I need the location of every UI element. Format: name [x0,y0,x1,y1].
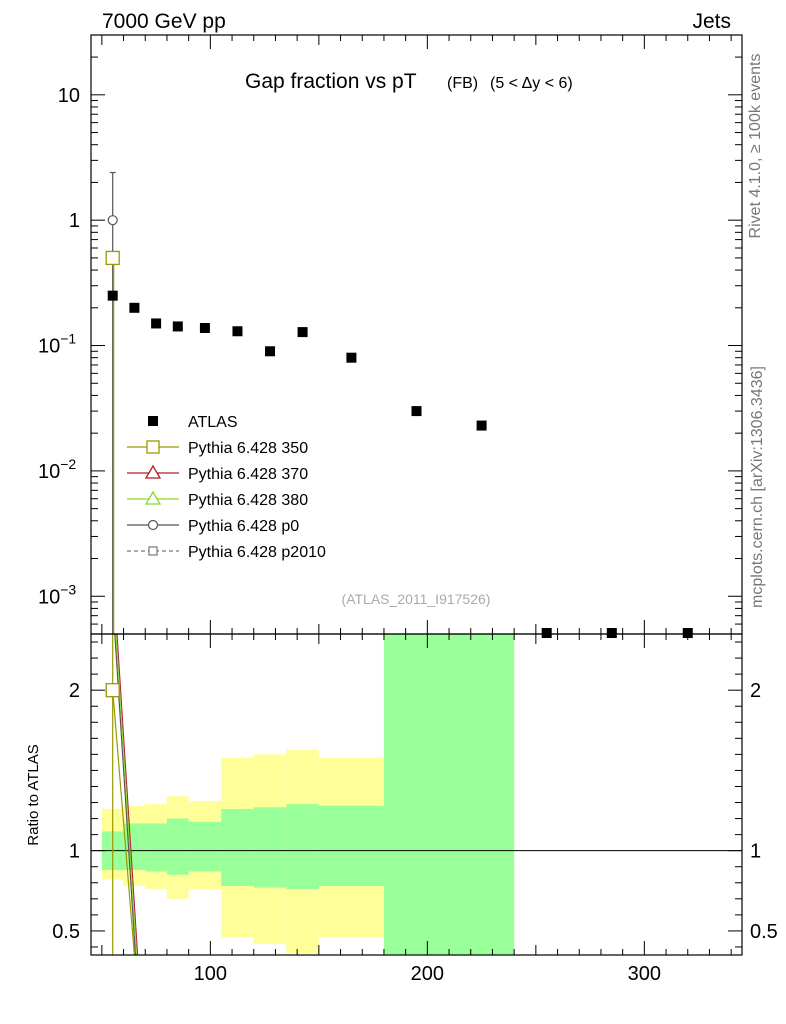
ratio-green-band-7 [286,804,319,890]
ratio-green-band-2 [145,823,167,872]
ratio-350-marker [105,683,120,698]
legend-entry-2: Pythia 6.428 370 [127,464,308,483]
legend-label: ATLAS [188,414,238,431]
atlas-point-7 [297,327,308,338]
xtick-label-2: 300 [628,963,661,985]
mcplots-side-label: mcplots.cern.ch [arXiv:1306.3436] [749,366,766,608]
atlas-point-8 [346,352,357,363]
main-ytick-label-2: 10−1 [38,331,76,358]
legend-entry-5: Pythia 6.428 p2010 [127,544,326,561]
ratio-ylabel: Ratio to ATLAS [25,744,42,845]
atlas-point-3 [172,321,183,332]
atlas-point-9 [411,406,422,417]
ratio-green-band-6 [253,807,287,888]
xtick-label-1: 200 [411,963,444,985]
legend-entry-0: ATLAS [148,414,238,431]
atlas-point-4 [199,323,210,334]
legend-marker [146,440,160,454]
atlas-point-11 [541,628,552,638]
main-ytick-exp-3: −2 [60,456,76,472]
atlas-point-10 [476,420,487,431]
analysis-watermark: (ATLAS_2011_I917526) [342,591,491,607]
ratio-mc-curves [105,633,139,956]
main-title: Gap fraction vs pT (FB) (5 < Δy < 6) [245,70,573,93]
legend-label: Pythia 6.428 380 [188,492,308,509]
main-mc-markers [105,171,120,634]
ratio-green-band-4 [188,821,222,872]
atlas-point-12 [606,628,617,638]
ratio-370-curve [116,633,139,956]
ratio-axis-ticks: 0.5 0.5 1 1 2 2 100 200 300 [52,634,778,985]
atlas-point-0 [107,290,118,301]
title-range-text: (5 < Δy < 6) [490,75,573,92]
ratio-ytick-label-right-0: 0.5 [750,921,778,943]
atlas-point-13 [682,628,693,638]
ratio-ytick-label-right-2: 2 [750,680,761,702]
main-ytick-label-3: 10−2 [38,456,76,483]
legend-marker [144,464,162,479]
legend-label: Pythia 6.428 p0 [188,518,299,535]
atlas-point-1 [129,302,140,313]
main-ytick-exp-4: −3 [60,581,76,597]
atlas-data-points [107,290,693,638]
atlas-point-5 [232,326,243,337]
ratio-plot-frame [90,633,743,956]
main-ytick-label-1: 1 [69,210,80,232]
legend-marker [147,519,159,531]
legend-entry-3: Pythia 6.428 380 [127,490,308,509]
legend-label: Pythia 6.428 370 [188,466,308,483]
legend-label: Pythia 6.428 350 [188,440,308,457]
ratio-green-band-5 [221,808,254,886]
main-ytick-base-4: 10 [38,586,60,608]
xtick-label-0: 100 [194,963,227,985]
title-main-text: Gap fraction vs pT [245,70,417,93]
ratio-ytick-label-left-2: 2 [69,680,80,702]
ratio-350-curve [112,690,135,956]
legend: ATLAS Pythia 6.428 350 Pythia 6.428 370 Pyt… [127,414,326,561]
main-ytick-base-3: 10 [38,461,60,483]
ratio-green-band-9 [383,634,515,955]
main-ytick-label-0: 10 [58,85,80,107]
legend-marker [148,546,158,556]
rivet-side-label: Rivet 4.1.0, ≥ 100k events [747,54,764,239]
atlas-point-2 [151,318,162,329]
main-ytick-base-2: 10 [38,336,60,358]
legend-entry-1: Pythia 6.428 350 [127,440,308,457]
ratio-ytick-label-left-1: 1 [69,841,80,863]
title-sub-text: (FB) [447,75,478,92]
ratio-uncertainty-bands [101,634,515,955]
atlas-point-6 [265,346,276,357]
main-p0-marker [107,215,118,226]
main-ytick-label-4: 10−3 [38,581,76,608]
ratio-ytick-label-right-1: 1 [750,841,761,863]
ratio-green-band-3 [166,818,189,875]
header-left-label: 7000 GeV pp [102,10,226,33]
legend-marker [144,490,162,505]
legend-entry-4: Pythia 6.428 p0 [127,518,299,535]
main-ytick-exp-2: −1 [60,331,76,347]
legend-label: Pythia 6.428 p2010 [188,544,326,561]
main-350-marker [105,250,120,266]
ratio-green-band-8 [318,805,384,886]
ratio-ytick-label-left-0: 0.5 [52,921,80,943]
legend-marker [148,416,158,426]
header-right-label: Jets [692,10,731,33]
